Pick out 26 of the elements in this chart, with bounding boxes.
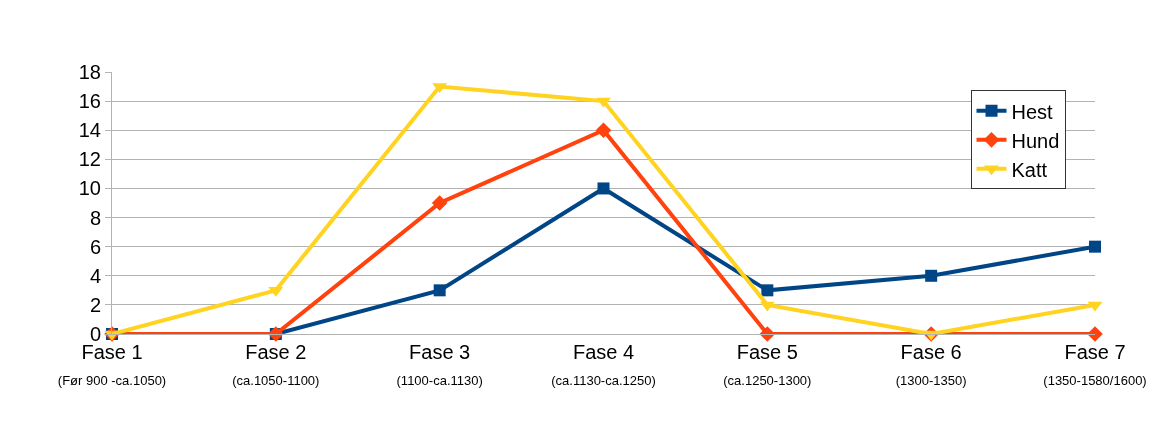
y-tick-label: 4 bbox=[89, 264, 101, 287]
y-tick-label: 10 bbox=[78, 177, 101, 200]
y-tick-label: 8 bbox=[89, 206, 101, 229]
x-tick-label: Fase 3 (1100-ca.1130) bbox=[396, 341, 483, 388]
legend-label: Hest bbox=[1011, 100, 1054, 123]
point bbox=[761, 284, 774, 297]
x-tick-label: Fase 5 (ca.1250-1300) bbox=[723, 341, 812, 388]
x-tick-label: Fase 7 (1350-1580/1600) bbox=[1043, 341, 1147, 388]
y-tick-label: 12 bbox=[78, 148, 101, 171]
y-tick-label: 14 bbox=[78, 119, 101, 142]
point bbox=[431, 195, 448, 211]
y-tick-label: 6 bbox=[89, 235, 101, 258]
x-tick-label: Fase 2 (ca.1050-1100) bbox=[232, 341, 320, 388]
y-tick-label: 2 bbox=[89, 293, 101, 316]
y-tick-label: 18 bbox=[78, 61, 101, 83]
point bbox=[433, 284, 446, 297]
point bbox=[597, 182, 610, 195]
legend-label: Hund bbox=[1011, 129, 1060, 152]
y-tick-label: 16 bbox=[78, 90, 101, 113]
legend-label: Katt bbox=[1011, 158, 1048, 181]
point bbox=[1089, 240, 1101, 253]
x-tick-label: Fase 6 (1300-1350) bbox=[895, 341, 967, 388]
x-tick-label: Fase 4 (ca.1130-ca.1250) bbox=[551, 341, 656, 388]
point bbox=[759, 326, 776, 342]
point bbox=[595, 122, 612, 139]
point bbox=[925, 269, 938, 282]
